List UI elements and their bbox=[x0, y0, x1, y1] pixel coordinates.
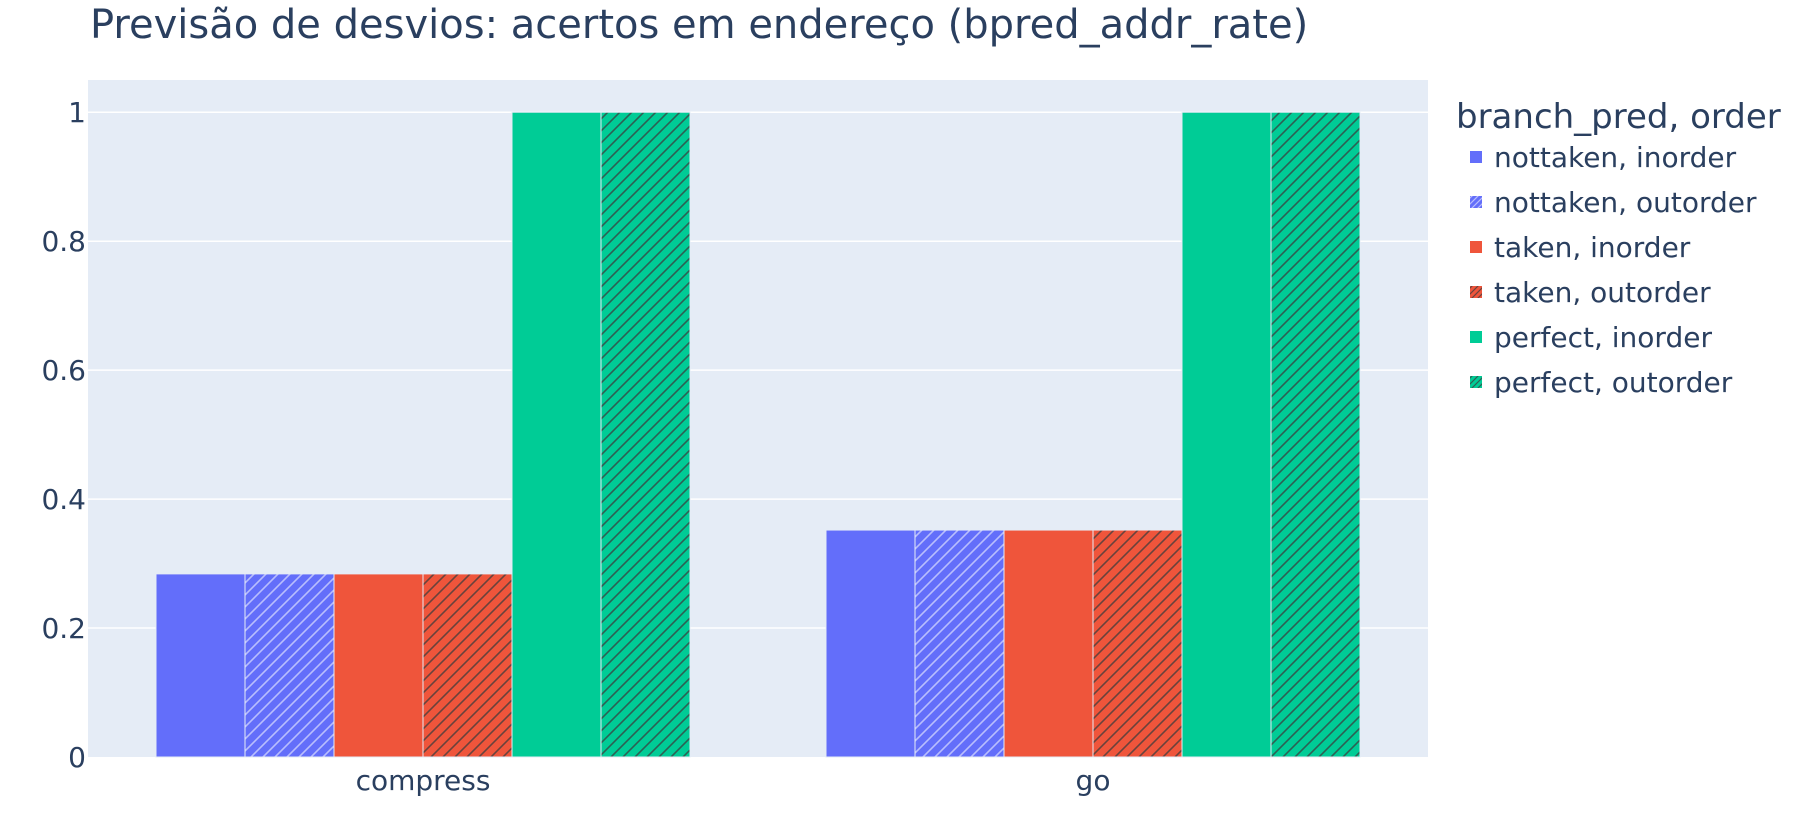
bar-go-5[interactable] bbox=[1270, 111, 1361, 758]
legend-item-label[interactable]: perfect, inorder bbox=[1494, 321, 1712, 354]
bar-go-1[interactable] bbox=[914, 529, 1005, 758]
bar-compress-2[interactable] bbox=[333, 573, 424, 758]
bar-compress-5[interactable] bbox=[600, 111, 691, 758]
legend-swatch bbox=[1470, 196, 1482, 208]
legend-swatch bbox=[1470, 286, 1482, 298]
bar-compress-1[interactable] bbox=[244, 573, 335, 758]
legend-swatch bbox=[1470, 241, 1482, 253]
legend: branch_pred, order nottaken, inorder nott… bbox=[1456, 97, 1781, 399]
bar-go-0[interactable] bbox=[825, 529, 916, 758]
y-axis-ticks: 0 0.2 0.4 0.6 0.8 1 bbox=[41, 96, 86, 774]
legend-swatch bbox=[1470, 331, 1482, 343]
x-tick-label: go bbox=[1076, 764, 1111, 797]
chart-title: Previsão de desvios: acertos em endereço… bbox=[90, 2, 1308, 48]
y-tick-label: 0.6 bbox=[41, 354, 86, 387]
legend-title: branch_pred, order bbox=[1456, 97, 1781, 137]
legend-item-label[interactable]: taken, inorder bbox=[1494, 231, 1691, 264]
bar-compress-0[interactable] bbox=[155, 573, 246, 758]
legend-item-label[interactable]: taken, outorder bbox=[1494, 276, 1711, 309]
legend-swatch bbox=[1470, 151, 1482, 163]
bar-go-2[interactable] bbox=[1003, 529, 1094, 758]
y-tick-label: 0.4 bbox=[41, 483, 86, 516]
bar-compress-3[interactable] bbox=[422, 573, 513, 758]
legend-item-label[interactable]: nottaken, outorder bbox=[1494, 186, 1757, 219]
y-tick-label: 1 bbox=[68, 96, 86, 129]
y-tick-label: 0.2 bbox=[41, 612, 86, 645]
legend-item-label[interactable]: perfect, outorder bbox=[1494, 366, 1733, 399]
bar-go-3[interactable] bbox=[1092, 529, 1183, 758]
x-axis-ticks: compress go bbox=[356, 764, 1111, 797]
y-tick-label: 0.8 bbox=[41, 225, 86, 258]
legend-swatch bbox=[1470, 376, 1482, 388]
y-tick-label: 0 bbox=[68, 741, 86, 774]
legend-item-label[interactable]: nottaken, inorder bbox=[1494, 141, 1737, 174]
bar-go-4[interactable] bbox=[1181, 111, 1272, 758]
x-tick-label: compress bbox=[356, 764, 491, 797]
bar-compress-4[interactable] bbox=[511, 111, 602, 758]
bars bbox=[155, 111, 1361, 758]
